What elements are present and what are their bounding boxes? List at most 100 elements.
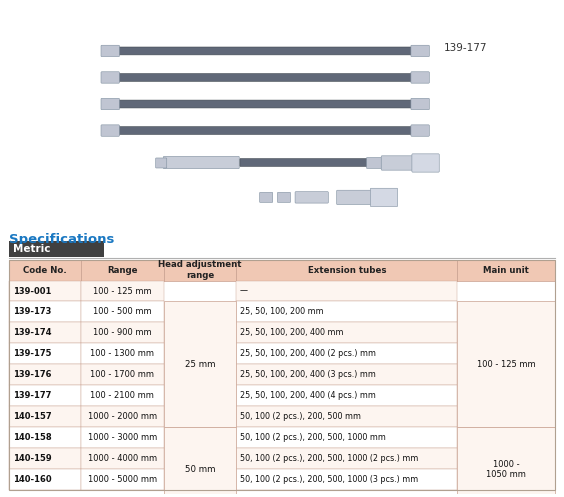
Bar <box>8 323 81 343</box>
FancyBboxPatch shape <box>371 188 398 207</box>
Bar <box>236 280 457 302</box>
Bar <box>81 323 164 343</box>
Text: 25, 50, 100, 200, 400 (4 pcs.) mm: 25, 50, 100, 200, 400 (4 pcs.) mm <box>240 391 376 401</box>
FancyBboxPatch shape <box>101 45 120 57</box>
FancyBboxPatch shape <box>240 159 369 166</box>
Bar <box>236 259 457 280</box>
Text: 139-174: 139-174 <box>12 329 51 337</box>
Text: Code No.: Code No. <box>23 265 67 274</box>
Bar <box>236 385 457 407</box>
Text: 139-176: 139-176 <box>12 370 51 379</box>
Text: 140-159: 140-159 <box>12 454 51 463</box>
Text: 139-177: 139-177 <box>12 391 51 401</box>
Bar <box>81 364 164 385</box>
Text: 1000 - 4000 mm: 1000 - 4000 mm <box>88 454 157 463</box>
Text: 100 - 125 mm: 100 - 125 mm <box>93 286 152 296</box>
Bar <box>8 259 556 490</box>
FancyBboxPatch shape <box>295 192 328 203</box>
Bar <box>81 280 164 302</box>
Text: 25, 50, 100, 200, 400 mm: 25, 50, 100, 200, 400 mm <box>240 329 343 337</box>
FancyBboxPatch shape <box>156 158 167 168</box>
Text: Range: Range <box>107 265 138 274</box>
Bar <box>8 407 81 427</box>
Bar <box>81 427 164 448</box>
FancyBboxPatch shape <box>411 125 429 136</box>
Bar <box>81 259 164 280</box>
Text: 139-173: 139-173 <box>12 308 51 317</box>
FancyBboxPatch shape <box>116 100 414 108</box>
Bar <box>457 302 556 427</box>
Text: 100 - 500 mm: 100 - 500 mm <box>93 308 152 317</box>
FancyBboxPatch shape <box>277 192 290 202</box>
Bar <box>81 407 164 427</box>
Text: 140-158: 140-158 <box>12 433 51 442</box>
Bar <box>236 448 457 469</box>
Bar <box>81 469 164 490</box>
Text: 139-001: 139-001 <box>12 286 51 296</box>
Bar <box>8 259 81 280</box>
FancyBboxPatch shape <box>116 74 414 82</box>
FancyBboxPatch shape <box>337 190 376 205</box>
Text: 50, 100 (2 pcs.), 200, 500, 1000 (3 pcs.) mm: 50, 100 (2 pcs.), 200, 500, 1000 (3 pcs.… <box>240 475 418 484</box>
Text: 100 - 1700 mm: 100 - 1700 mm <box>90 370 155 379</box>
Bar <box>81 302 164 323</box>
Text: 139-175: 139-175 <box>12 349 51 358</box>
Bar <box>236 469 457 490</box>
FancyBboxPatch shape <box>116 47 414 55</box>
Text: 25, 50, 100, 200 mm: 25, 50, 100, 200 mm <box>240 308 324 317</box>
Bar <box>236 407 457 427</box>
Bar <box>8 427 81 448</box>
Text: 50, 100 (2 pcs.), 200, 500, 1000 mm: 50, 100 (2 pcs.), 200, 500, 1000 mm <box>240 433 386 442</box>
Bar <box>236 427 457 448</box>
Bar <box>236 343 457 364</box>
FancyBboxPatch shape <box>412 154 439 172</box>
Bar <box>236 364 457 385</box>
FancyBboxPatch shape <box>101 72 120 83</box>
FancyBboxPatch shape <box>116 127 414 135</box>
Text: 25, 50, 100, 200, 400 (3 pcs.) mm: 25, 50, 100, 200, 400 (3 pcs.) mm <box>240 370 376 379</box>
Bar <box>164 427 236 497</box>
Text: 100 - 1300 mm: 100 - 1300 mm <box>90 349 155 358</box>
Text: Extension tubes: Extension tubes <box>307 265 386 274</box>
Bar <box>81 385 164 407</box>
Text: 100 - 900 mm: 100 - 900 mm <box>93 329 152 337</box>
Bar <box>8 280 81 302</box>
Bar <box>8 302 81 323</box>
Bar <box>8 385 81 407</box>
Text: Metric: Metric <box>12 244 50 253</box>
Bar <box>236 323 457 343</box>
Text: 1000 -
1050 mm: 1000 - 1050 mm <box>486 460 526 479</box>
Bar <box>81 448 164 469</box>
Bar <box>8 448 81 469</box>
FancyBboxPatch shape <box>101 125 120 136</box>
Bar <box>8 241 104 256</box>
Bar <box>8 343 81 364</box>
Bar <box>457 259 556 280</box>
Bar <box>8 364 81 385</box>
Text: 139-177: 139-177 <box>443 43 487 53</box>
FancyBboxPatch shape <box>411 98 429 110</box>
FancyBboxPatch shape <box>411 45 429 57</box>
Text: Specifications: Specifications <box>8 233 114 246</box>
Text: 140-157: 140-157 <box>12 413 51 421</box>
FancyBboxPatch shape <box>164 156 239 168</box>
FancyBboxPatch shape <box>367 158 382 168</box>
Text: 25, 50, 100, 200, 400 (2 pcs.) mm: 25, 50, 100, 200, 400 (2 pcs.) mm <box>240 349 376 358</box>
Bar <box>164 259 236 280</box>
Text: 140-160: 140-160 <box>12 475 51 484</box>
FancyBboxPatch shape <box>411 72 429 83</box>
Text: 25 mm: 25 mm <box>185 360 215 369</box>
FancyBboxPatch shape <box>101 98 120 110</box>
Bar <box>8 469 81 490</box>
Text: 50, 100 (2 pcs.), 200, 500 mm: 50, 100 (2 pcs.), 200, 500 mm <box>240 413 361 421</box>
Text: 100 - 2100 mm: 100 - 2100 mm <box>90 391 155 401</box>
Bar <box>236 302 457 323</box>
FancyBboxPatch shape <box>381 156 417 170</box>
Text: 1000 - 3000 mm: 1000 - 3000 mm <box>88 433 157 442</box>
Bar <box>81 343 164 364</box>
Text: 100 - 125 mm: 100 - 125 mm <box>477 360 536 369</box>
Text: 50 mm: 50 mm <box>185 465 215 474</box>
Text: 1000 - 2000 mm: 1000 - 2000 mm <box>88 413 157 421</box>
Bar <box>457 427 556 497</box>
Text: —: — <box>240 286 248 296</box>
